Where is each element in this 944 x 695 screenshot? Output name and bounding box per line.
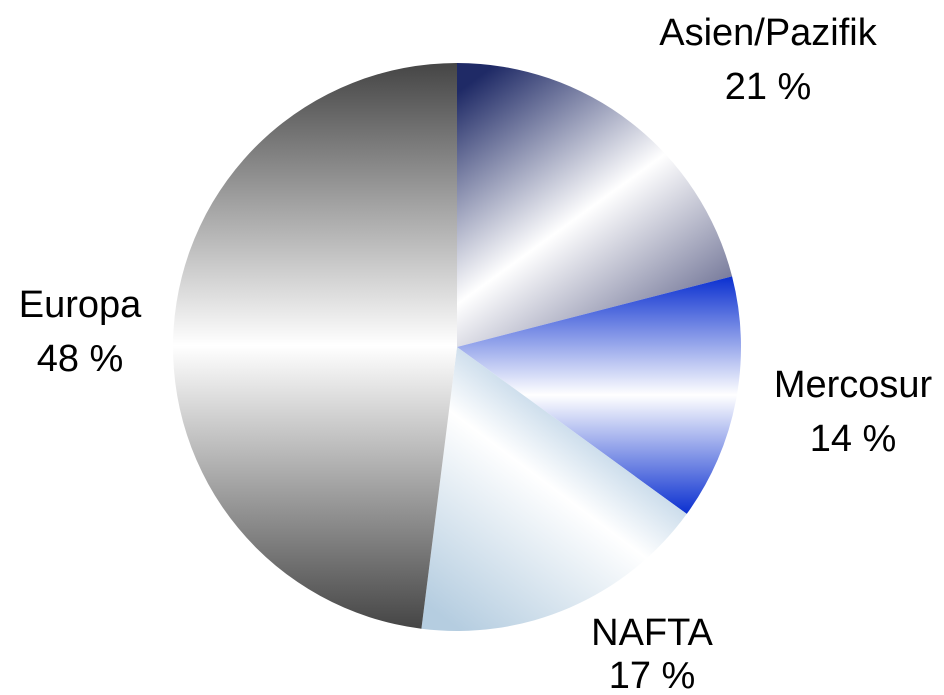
pie-slice-europa — [173, 63, 458, 629]
slice-label-name-2: NAFTA — [591, 612, 713, 654]
pie-slice-asien-pazifik — [457, 63, 733, 347]
slice-label-name-1: Mercosur — [774, 364, 933, 406]
slice-label-value-2: 17 % — [609, 655, 696, 695]
pie-labels: Asien/Pazifik 21 % Mercosur 14 % NAFTA 1… — [19, 12, 933, 695]
slice-label-name-0: Asien/Pazifik — [659, 12, 878, 54]
pie-slice-nafta — [421, 347, 687, 631]
slice-label-name-3: Europa — [19, 284, 142, 326]
slice-label-value-0: 21 % — [725, 66, 812, 108]
slice-label-value-3: 48 % — [37, 338, 124, 380]
pie-slices — [173, 63, 742, 631]
pie-slice-mercosur — [457, 276, 742, 514]
slice-label-value-1: 14 % — [810, 418, 897, 460]
